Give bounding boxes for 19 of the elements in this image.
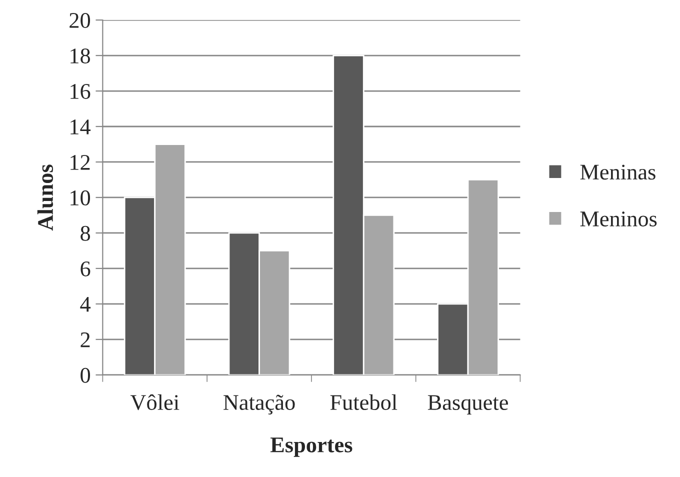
- y-tick-label: 4: [80, 297, 91, 312]
- x-axis-title: Esportes: [270, 438, 352, 457]
- y-tick-label: 8: [80, 226, 90, 241]
- y-tick-label: 14: [70, 120, 91, 134]
- x-tick-label: Futebol: [330, 394, 398, 410]
- x-tick-label: Natação: [223, 394, 295, 415]
- x-tick-label: Basquete: [428, 395, 508, 415]
- legend-label: Meninas: [580, 164, 656, 180]
- x-tick-label: Vôlei: [130, 394, 180, 410]
- y-tick-label: 18: [70, 48, 90, 64]
- y-tick-label: 12: [70, 154, 90, 170]
- y-tick-label: 0: [80, 368, 90, 383]
- y-axis-title: Alunos: [37, 164, 54, 231]
- y-tick-label: 10: [70, 190, 90, 206]
- y-tick-label: 20: [70, 12, 90, 28]
- legend-label: Meninos: [580, 212, 657, 226]
- y-tick-label: 6: [80, 261, 90, 276]
- y-tick-label: 2: [80, 332, 90, 348]
- y-tick-label: 16: [70, 84, 90, 99]
